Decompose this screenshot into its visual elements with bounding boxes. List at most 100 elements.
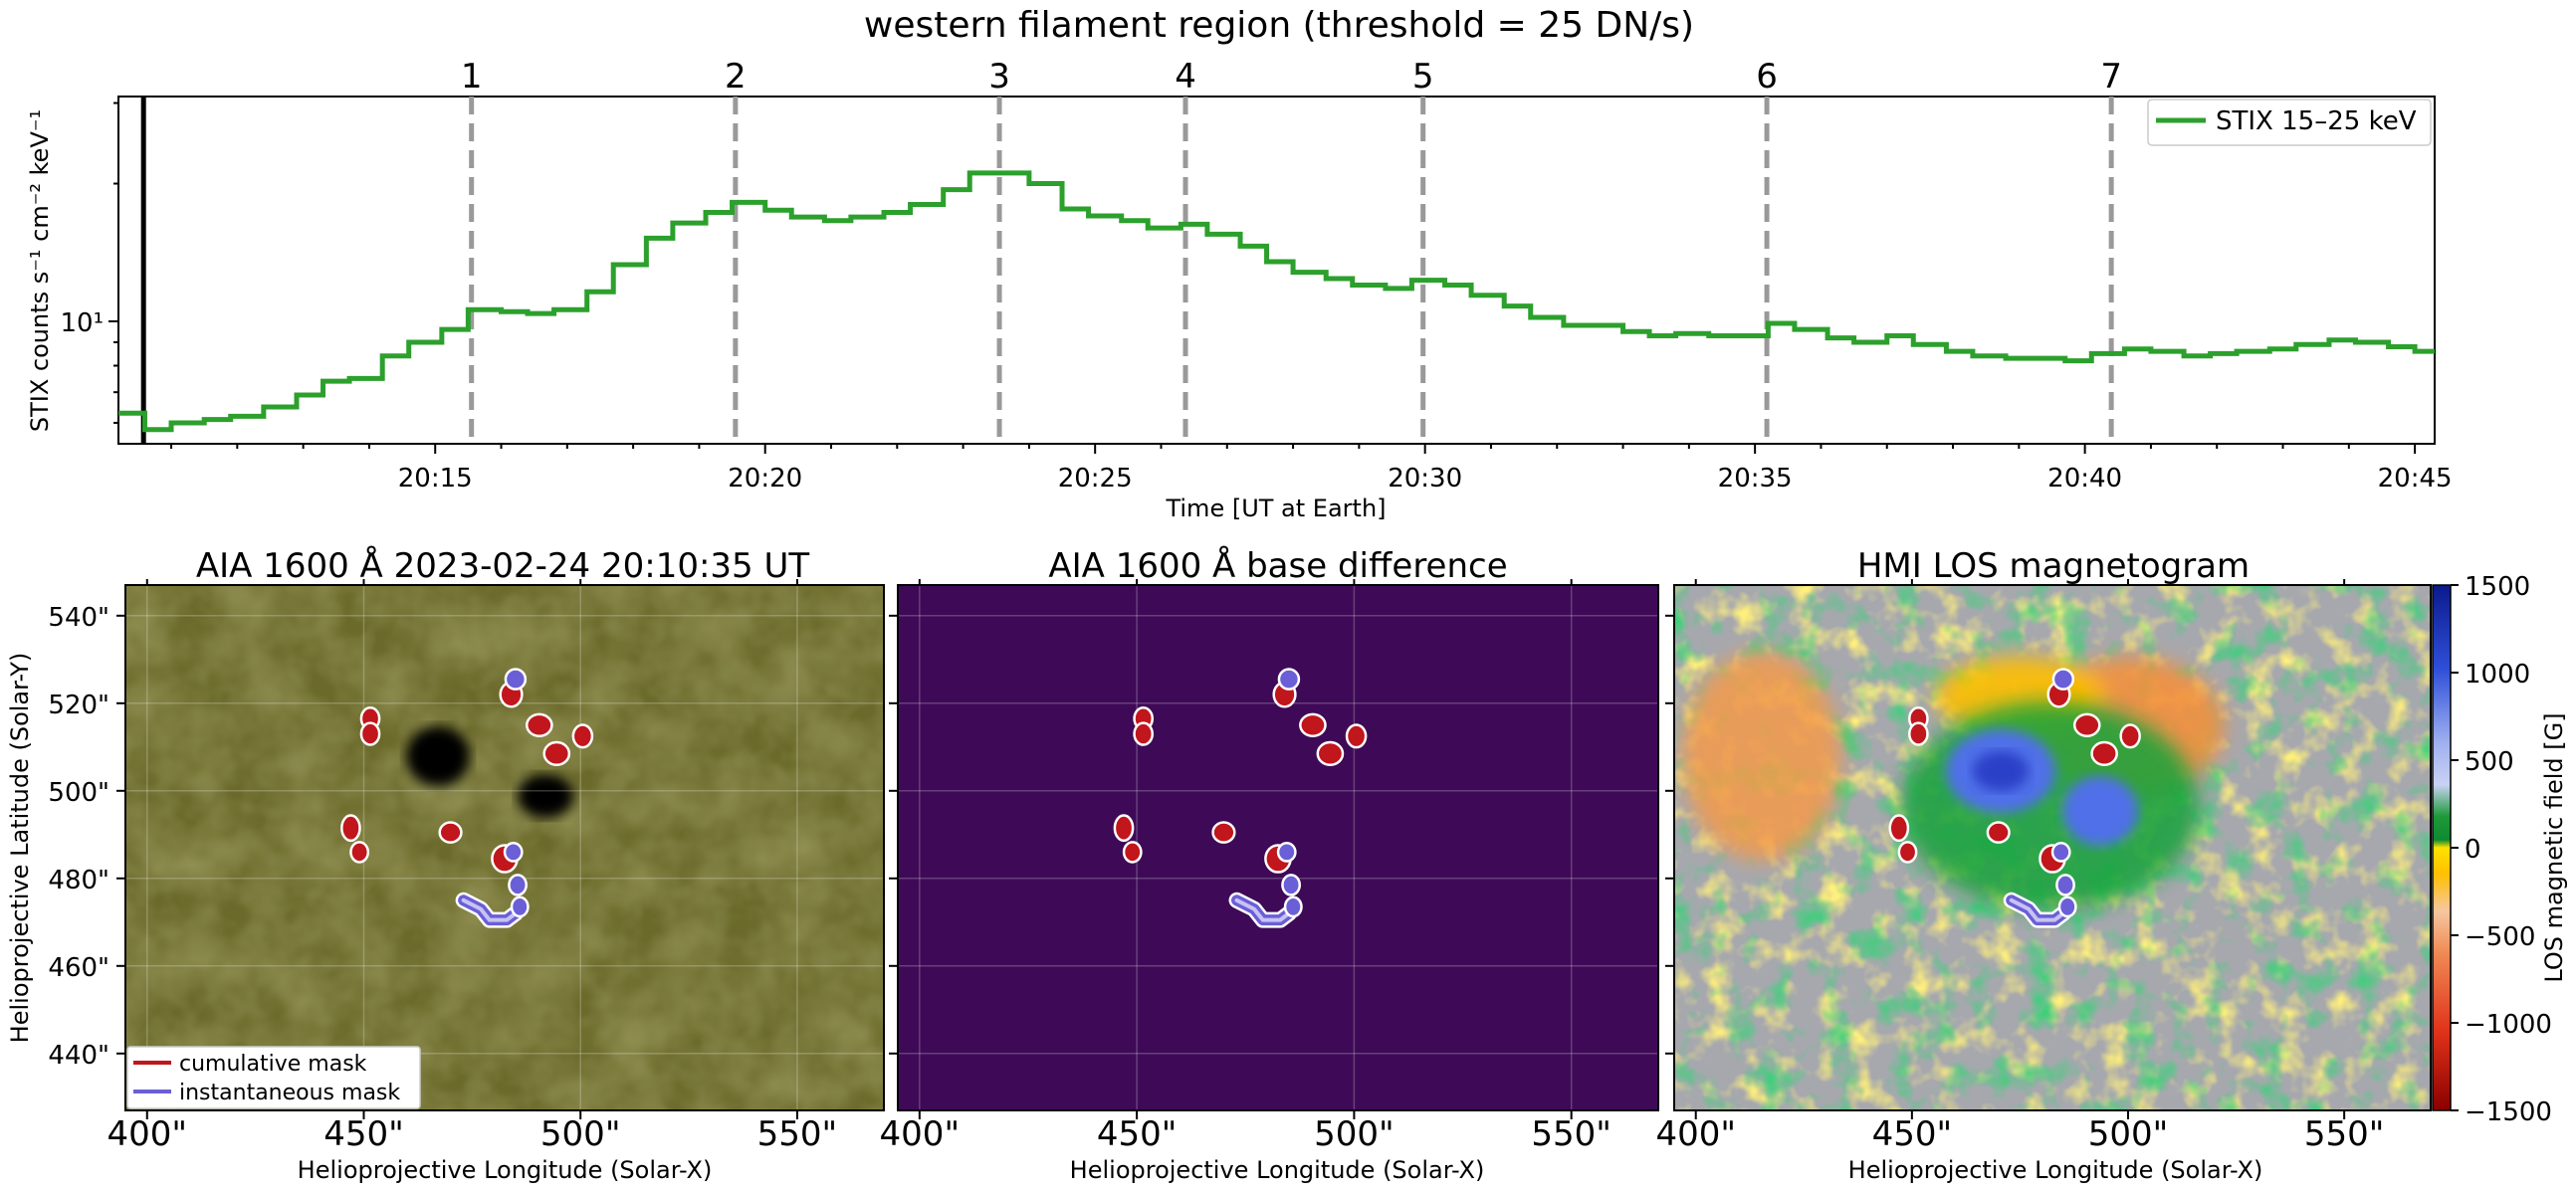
stix-y-axis-label: STIX counts s⁻¹ cm⁻² keV⁻¹ <box>26 109 54 432</box>
stix-x-tick-label: 20:45 <box>2378 464 2453 494</box>
hmi-colorbar <box>2432 584 2452 1111</box>
cumulative-mask-contour <box>526 712 553 737</box>
cumulative-mask-contour <box>1122 841 1143 864</box>
stix-x-tick-label: 20:40 <box>2047 464 2122 494</box>
stix-x-axis-label: Time [UT at Earth] <box>1165 495 1386 522</box>
cumulative-mask-contour <box>1888 814 1910 843</box>
y-tick-label: 440" <box>48 1041 109 1071</box>
instantaneous-mask-contour <box>2055 874 2075 896</box>
x-tick-label: 500" <box>2088 1114 2169 1154</box>
x-tick-label: 450" <box>1097 1114 1178 1154</box>
diff-panel-title: AIA 1600 Å base difference <box>1048 545 1507 586</box>
instantaneous-mask-legend-label: instantaneous mask <box>179 1081 400 1105</box>
diff-frame <box>897 584 1659 1111</box>
stix-x-tick-label: 20:35 <box>1718 464 1793 494</box>
hmi-green-halo <box>1901 701 2200 910</box>
cumulative-mask-contour <box>340 814 361 843</box>
aia-panel-title: AIA 1600 Å 2023-02-24 20:10:35 UT <box>196 545 810 586</box>
hmi-frame <box>1673 584 2432 1111</box>
hmi-panel-title: HMI LOS magnetogram <box>1857 546 2250 586</box>
instantaneous-mask-contour <box>1281 874 1302 896</box>
cumulative-mask-contour <box>359 721 381 746</box>
instantaneous-mask-contour <box>504 668 528 691</box>
stix-legend-entry: STIX 15–25 keV <box>2216 106 2417 136</box>
hmi-magnetogram-panel: HMI LOS magnetogram 400" 450" 500" 550" Hel… <box>1655 546 2568 1184</box>
instantaneous-mask-contour <box>2051 668 2075 691</box>
y-tick-label: 460" <box>48 953 109 983</box>
stix-x-tick-label: 20:20 <box>728 464 802 494</box>
cumulative-mask-contour <box>1345 723 1368 749</box>
instantaneous-mask-contour <box>510 895 530 918</box>
cumulative-mask-contour <box>2090 740 2118 767</box>
x-tick-label: 400" <box>880 1114 961 1154</box>
y-tick-label: 520" <box>48 691 109 720</box>
cumulative-mask-contour <box>1897 841 1918 864</box>
colorbar-tick-label: −1000 <box>2465 1010 2552 1040</box>
stix-x-tick-label: 20:30 <box>1388 464 1462 494</box>
cumulative-mask-contour <box>2072 712 2101 737</box>
cumulative-mask-contour <box>1299 712 1327 737</box>
event-marker-label-7: 7 <box>2100 57 2122 97</box>
event-marker-label-1: 1 <box>461 57 483 97</box>
hmi-positive-patch-2 <box>2062 776 2138 846</box>
figure-title: western filament region (threshold = 25 … <box>864 5 1694 46</box>
aia-1600-panel: AIA 1600 Å 2023-02-24 20:10:35 UT 400" 45… <box>6 545 885 1184</box>
x-tick-label: 500" <box>1314 1114 1395 1154</box>
stix-x-tick-label: 20:25 <box>1058 464 1133 494</box>
x-tick-label: 500" <box>540 1114 621 1154</box>
event-marker-label-4: 4 <box>1175 57 1196 97</box>
colorbar-tick-label: 1000 <box>2465 660 2530 690</box>
event-marker-label-5: 5 <box>1412 57 1434 97</box>
colorbar-tick-label: −1500 <box>2465 1097 2552 1127</box>
colorbar-tick-label: 1500 <box>2465 572 2530 602</box>
instantaneous-mask-inner <box>2009 897 2065 922</box>
cumulative-mask-contour <box>438 821 463 844</box>
cumulative-mask-contour <box>349 841 370 864</box>
colorbar-tick-label: −500 <box>2465 922 2535 952</box>
instantaneous-mask-contour <box>2057 895 2077 918</box>
mask-legend: cumulative mask instantaneous mask <box>126 1046 421 1109</box>
aia-x-axis-label: Helioprojective Longitude (Solar-X) <box>298 1156 713 1184</box>
instantaneous-mask-inner <box>1234 897 1291 922</box>
cumulative-mask-contour <box>1113 814 1135 843</box>
instantaneous-mask-contour <box>508 874 528 896</box>
hmi-x-axis-label: Helioprojective Longitude (Solar-X) <box>1848 1156 2263 1184</box>
stix-plot-frame <box>117 96 2436 445</box>
cumulative-mask-contour <box>1316 740 1345 767</box>
colorbar-tick-label: 0 <box>2465 835 2481 865</box>
aia-sunspot-1 <box>406 726 470 786</box>
cumulative-mask-contour <box>1908 721 1929 746</box>
hmi-positive-core <box>1973 751 2029 791</box>
cumulative-mask-contour <box>1133 721 1155 746</box>
cumulative-mask-contour <box>1986 821 2011 844</box>
cumulative-mask-contour <box>1211 821 1236 844</box>
y-tick-label: 540" <box>48 603 109 633</box>
stix-legend: STIX 15–25 keV <box>2147 99 2432 146</box>
stix-legend-box <box>2147 99 2432 146</box>
hmi-positive-polarity-region <box>1901 701 2200 910</box>
aia-frame <box>124 584 885 1111</box>
stix-y-tick-label: 10¹ <box>60 308 104 338</box>
x-tick-label: 550" <box>2304 1114 2385 1154</box>
x-tick-label: 450" <box>323 1114 404 1154</box>
cumulative-mask-contour <box>542 740 571 767</box>
instantaneous-mask-contour <box>1277 668 1301 691</box>
x-tick-label: 550" <box>1531 1114 1611 1154</box>
y-tick-label: 500" <box>48 778 109 808</box>
stix-15-25-kev-line <box>118 170 2435 433</box>
aia-sunspot-2 <box>518 774 573 818</box>
event-marker-label-2: 2 <box>725 57 747 97</box>
hmi-negative-region-west <box>1682 652 1841 861</box>
x-tick-label: 550" <box>757 1114 838 1154</box>
instantaneous-mask-contour <box>1276 841 1297 863</box>
mask-legend-box <box>126 1046 421 1109</box>
stix-lightcurve-panel: 1 2 3 4 5 6 7 20:15 20:20 20:25 20:30 20:35 20:40 20… <box>26 57 2453 522</box>
aia-base-difference-panel: AIA 1600 Å base difference 400" 450" 500" 5… <box>880 545 1659 1184</box>
y-tick-label: 480" <box>48 866 109 895</box>
cumulative-mask-legend-label: cumulative mask <box>179 1052 367 1077</box>
cumulative-mask-contour <box>571 723 594 749</box>
event-marker-label-3: 3 <box>988 57 1010 97</box>
event-marker-label-6: 6 <box>1756 57 1778 97</box>
x-tick-label: 400" <box>1655 1114 1736 1154</box>
